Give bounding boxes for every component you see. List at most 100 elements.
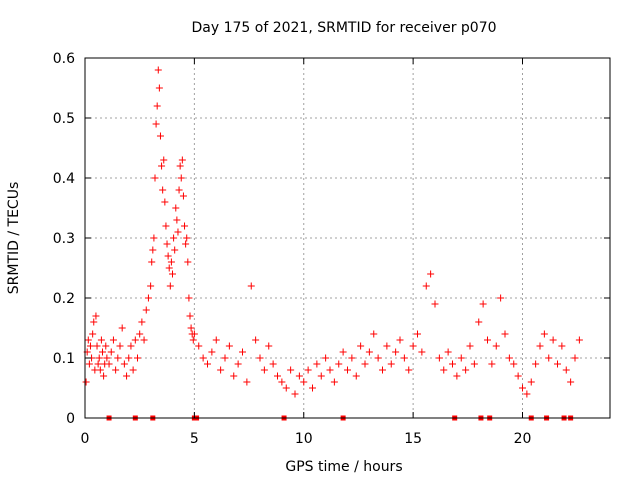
data-point xyxy=(173,216,181,224)
data-point xyxy=(151,174,159,182)
data-point xyxy=(269,360,277,368)
data-point xyxy=(519,384,526,392)
data-point xyxy=(165,264,173,272)
data-point xyxy=(562,366,570,374)
data-point xyxy=(178,156,186,164)
chart-title: Day 175 of 2021, SRMTID for receiver p07… xyxy=(191,20,496,36)
data-point xyxy=(488,360,496,368)
data-point xyxy=(125,354,133,362)
data-point xyxy=(558,342,566,350)
data-point xyxy=(449,360,456,368)
data-point xyxy=(466,342,474,350)
data-point xyxy=(278,378,286,386)
data-point xyxy=(514,372,522,380)
data-point xyxy=(387,360,395,368)
data-point xyxy=(177,174,185,182)
data-point xyxy=(365,348,373,356)
data-point xyxy=(300,378,308,386)
data-point xyxy=(470,360,478,368)
data-point xyxy=(374,354,382,362)
data-point xyxy=(392,348,400,356)
data-point xyxy=(97,336,105,344)
data-point xyxy=(170,234,178,242)
data-point xyxy=(175,186,183,194)
data-point xyxy=(239,348,246,356)
data-point xyxy=(339,348,347,356)
data-point xyxy=(396,336,404,344)
data-point xyxy=(185,294,193,302)
x-tick-label: 15 xyxy=(404,431,422,447)
data-points xyxy=(82,66,583,421)
data-point xyxy=(348,354,356,362)
data-point xyxy=(256,354,264,362)
data-point xyxy=(103,354,111,362)
data-point xyxy=(114,354,122,362)
data-point xyxy=(322,354,330,362)
data-point xyxy=(153,102,161,110)
y-tick-label: 0.2 xyxy=(53,291,75,307)
data-point xyxy=(330,378,338,386)
data-point xyxy=(260,366,268,374)
data-point xyxy=(379,366,386,374)
data-point xyxy=(107,348,115,356)
data-point xyxy=(174,228,182,236)
data-point xyxy=(418,348,426,356)
data-point xyxy=(116,342,124,350)
data-point xyxy=(100,372,108,380)
data-point xyxy=(295,372,303,380)
data-point xyxy=(102,342,110,350)
data-point xyxy=(171,246,179,254)
data-point xyxy=(230,372,238,380)
x-tick-label: 0 xyxy=(81,431,90,447)
data-point xyxy=(176,162,184,170)
data-point xyxy=(554,360,561,368)
data-point xyxy=(150,234,158,242)
data-point xyxy=(462,366,470,374)
data-point xyxy=(243,378,251,386)
data-point xyxy=(510,360,518,368)
data-point xyxy=(326,366,334,374)
data-point xyxy=(147,282,155,290)
y-tick-label: 0.1 xyxy=(53,351,75,367)
data-point xyxy=(138,318,146,326)
data-point xyxy=(120,360,128,368)
data-point xyxy=(523,390,531,398)
data-point xyxy=(129,366,137,374)
data-point xyxy=(162,222,170,230)
data-point xyxy=(186,312,194,320)
data-point xyxy=(169,270,176,278)
data-point xyxy=(431,300,439,308)
data-point xyxy=(123,372,131,380)
data-point xyxy=(497,294,505,302)
data-point xyxy=(94,360,102,368)
data-point xyxy=(405,366,413,374)
data-point xyxy=(335,360,343,368)
data-point xyxy=(195,342,203,350)
data-point xyxy=(291,390,299,398)
data-point xyxy=(457,354,465,362)
data-point xyxy=(212,336,220,344)
data-point xyxy=(152,120,160,128)
data-point xyxy=(282,384,290,392)
data-point xyxy=(414,330,421,338)
data-point xyxy=(156,132,164,140)
data-point xyxy=(540,330,548,338)
data-point xyxy=(492,342,500,350)
data-point xyxy=(383,342,391,350)
data-point xyxy=(444,348,452,356)
data-point xyxy=(149,246,157,254)
data-point xyxy=(182,240,190,248)
data-point xyxy=(82,378,90,386)
data-point xyxy=(134,354,141,362)
data-point xyxy=(575,336,583,344)
data-point xyxy=(136,330,144,338)
data-point xyxy=(142,306,150,314)
data-point xyxy=(187,324,195,332)
y-tick-label: 0.3 xyxy=(53,231,75,247)
data-point xyxy=(484,336,491,344)
data-point xyxy=(160,156,168,164)
axis-ticks: 0 0.1 0.2 0.3 0.4 0.5 0.6 0 5 10 15 20 xyxy=(53,51,610,447)
data-point xyxy=(84,336,92,344)
data-point xyxy=(96,366,104,374)
